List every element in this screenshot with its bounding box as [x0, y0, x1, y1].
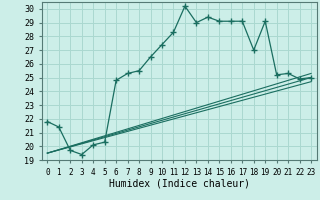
- X-axis label: Humidex (Indice chaleur): Humidex (Indice chaleur): [109, 178, 250, 188]
